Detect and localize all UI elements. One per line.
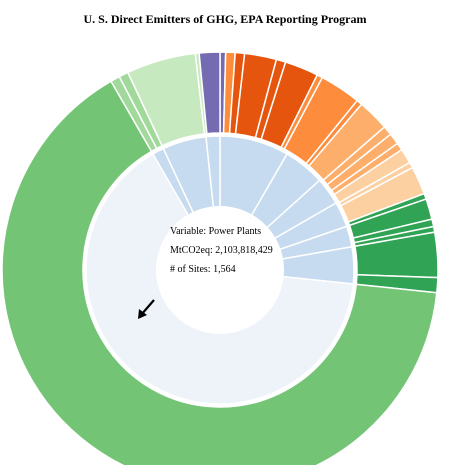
chart-title: U. S. Direct Emitters of GHG, EPA Report… — [83, 12, 367, 26]
emissions-value: 2,103,818,429 — [215, 245, 273, 256]
sites-label: # of Sites — [170, 264, 208, 275]
center-disc — [156, 206, 284, 334]
emissions-label: MtCO2eq — [170, 245, 210, 256]
cursor-arrow-icon — [138, 299, 155, 319]
variable-label: Variable — [170, 226, 204, 237]
outer-segment-23[interactable] — [1, 80, 438, 465]
outer-segment-28[interactable] — [198, 51, 221, 135]
variable-value: Power Plants — [208, 226, 262, 237]
emissions-readout: MtCO2eq: 2,103,818,429 — [170, 245, 273, 256]
sites-readout: # of Sites: 1,564 — [170, 264, 236, 275]
outer-ring — [1, 51, 439, 465]
variable-readout: Variable: Power Plants — [170, 226, 262, 237]
sites-value: 1,564 — [213, 264, 236, 275]
